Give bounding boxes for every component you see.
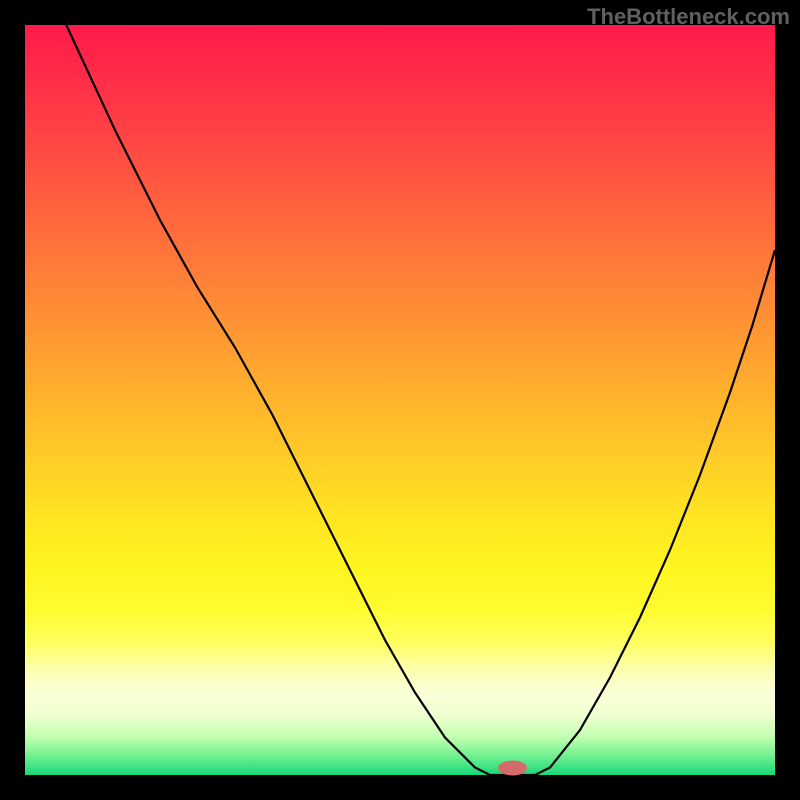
watermark-text: TheBottleneck.com: [587, 4, 790, 30]
chart-svg: [0, 0, 800, 800]
optimal-marker: [499, 761, 527, 775]
bottleneck-chart: TheBottleneck.com: [0, 0, 800, 800]
chart-plot-background: [25, 25, 775, 775]
